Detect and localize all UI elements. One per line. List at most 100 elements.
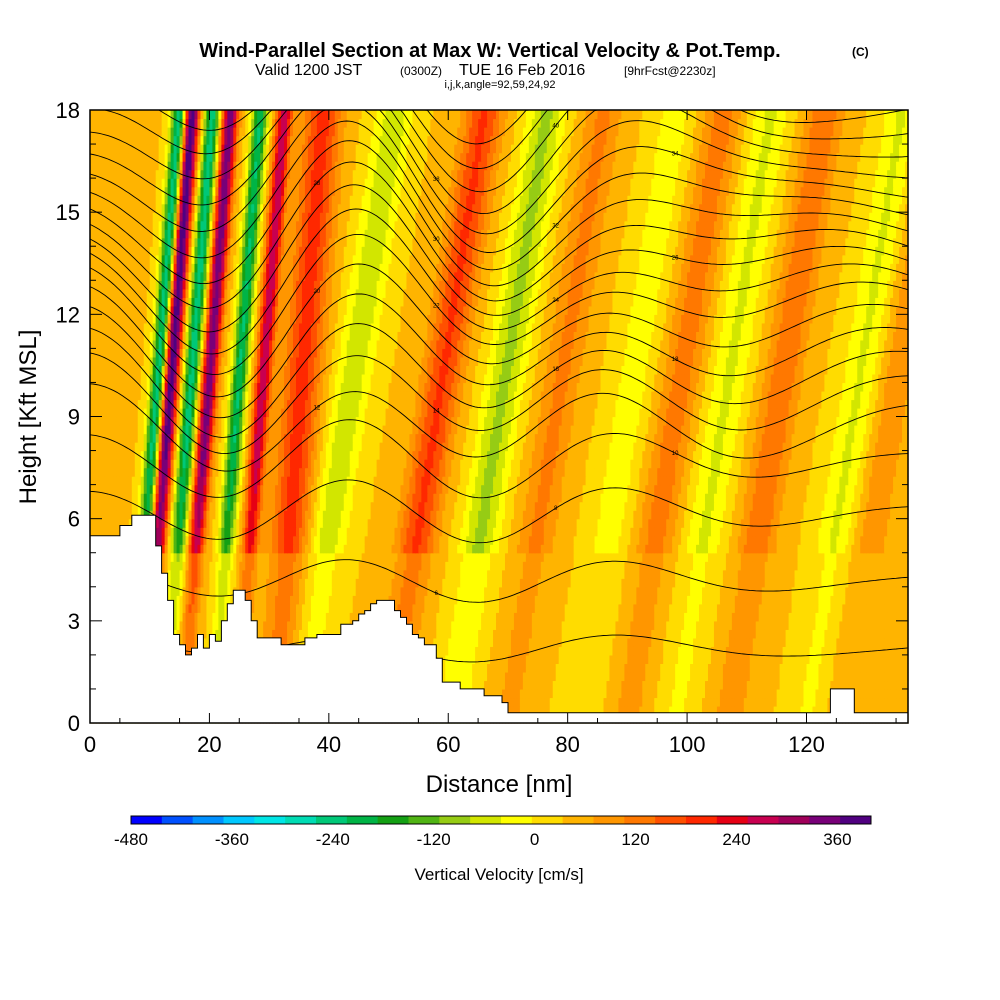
velocity-cell: [487, 603, 491, 613]
velocity-cell: [672, 680, 676, 690]
velocity-cell: [603, 595, 608, 605]
velocity-cell: [821, 637, 826, 647]
velocity-cell: [585, 637, 590, 647]
velocity-cell: [543, 629, 548, 639]
velocity-cell: [576, 680, 581, 690]
velocity-cell: [355, 603, 360, 613]
velocity-cell: [501, 697, 506, 707]
velocity-cell: [313, 603, 318, 613]
velocity-cell: [531, 688, 536, 699]
velocity-cell: [567, 671, 572, 682]
velocity-cell: [884, 671, 888, 682]
velocity-cell: [585, 671, 590, 682]
velocity-cell: [752, 620, 757, 630]
velocity-cell: [421, 612, 425, 622]
velocity-cell: [445, 629, 449, 639]
velocity-cell: [899, 612, 903, 622]
velocity-cell: [809, 654, 814, 664]
velocity-cell: [182, 629, 187, 639]
velocity-cell: [716, 663, 721, 673]
velocity-cell: [675, 646, 679, 656]
velocity-cell: [731, 705, 736, 716]
velocity-cell: [549, 680, 554, 690]
velocity-cell: [690, 603, 694, 613]
velocity-cell: [591, 620, 596, 630]
velocity-cell: [755, 654, 760, 664]
velocity-cell: [555, 620, 560, 630]
velocity-cell: [472, 637, 476, 647]
velocity-cell: [424, 603, 428, 613]
velocity-cell: [746, 680, 751, 690]
velocity-cell: [788, 637, 793, 647]
velocity-cell: [702, 688, 706, 699]
velocity-cell: [893, 637, 897, 647]
velocity-cell: [466, 654, 470, 664]
velocity-cell: [549, 646, 554, 656]
velocity-cell: [818, 654, 823, 664]
velocity-cell: [827, 646, 831, 656]
velocity-cell: [770, 654, 775, 664]
velocity-cell: [681, 705, 685, 716]
velocity-cell: [173, 612, 178, 622]
velocity-cell: [755, 671, 760, 682]
velocity-cell: [531, 663, 536, 673]
velocity-cell: [630, 671, 634, 682]
velocity-cell: [782, 671, 787, 682]
velocity-cell: [487, 663, 491, 673]
velocity-cell: [797, 603, 802, 613]
velocity-cell: [218, 620, 222, 630]
velocity-cell: [836, 646, 840, 656]
velocity-cell: [794, 654, 799, 664]
velocity-cell: [582, 637, 587, 647]
velocity-cell: [684, 612, 688, 622]
velocity-cell: [394, 595, 399, 605]
velocity-cell: [788, 612, 793, 622]
velocity-cell: [472, 654, 476, 664]
velocity-cell: [424, 620, 428, 630]
velocity-cell: [761, 595, 766, 605]
velocity-cell: [534, 629, 539, 639]
velocity-cell: [624, 654, 628, 664]
velocity-cell: [690, 680, 694, 690]
velocity-cell: [719, 663, 724, 673]
velocity-cell: [725, 629, 730, 639]
velocity-cell: [639, 646, 643, 656]
velocity-cell: [451, 654, 455, 664]
velocity-cell: [696, 603, 700, 613]
velocity-cell: [582, 654, 587, 664]
velocity-cell: [687, 620, 691, 630]
velocity-cell: [490, 603, 494, 613]
velocity-cell: [902, 612, 906, 622]
velocity-cell: [704, 705, 709, 716]
velocity-cell: [618, 646, 623, 656]
velocity-cell: [307, 603, 312, 613]
velocity-cell: [857, 620, 861, 630]
velocity-cell: [307, 620, 312, 630]
velocity-cell: [594, 603, 599, 613]
velocity-cell: [758, 705, 763, 716]
velocity-cell: [740, 671, 745, 682]
velocity-cell: [866, 671, 870, 682]
velocity-cell: [573, 603, 578, 613]
velocity-cell: [588, 697, 593, 707]
velocity-cell: [827, 688, 831, 699]
velocity-cell: [869, 688, 873, 699]
velocity-cell: [513, 663, 518, 673]
velocity-cell: [827, 629, 831, 639]
velocity-cell: [582, 629, 587, 639]
velocity-cell: [702, 620, 706, 630]
velocity-cell: [594, 620, 599, 630]
velocity-cell: [710, 595, 715, 605]
velocity-cell: [496, 603, 500, 613]
velocity-cell: [603, 620, 608, 630]
velocity-cell: [284, 612, 288, 622]
velocity-cell: [896, 705, 900, 716]
velocity-cell: [537, 595, 542, 605]
velocity-cell: [534, 612, 539, 622]
velocity-cell: [893, 663, 897, 673]
velocity-cell: [534, 663, 539, 673]
velocity-cell: [197, 620, 202, 630]
velocity-cell: [266, 603, 270, 613]
velocity-cell: [902, 663, 906, 673]
velocity-cell: [896, 688, 900, 699]
